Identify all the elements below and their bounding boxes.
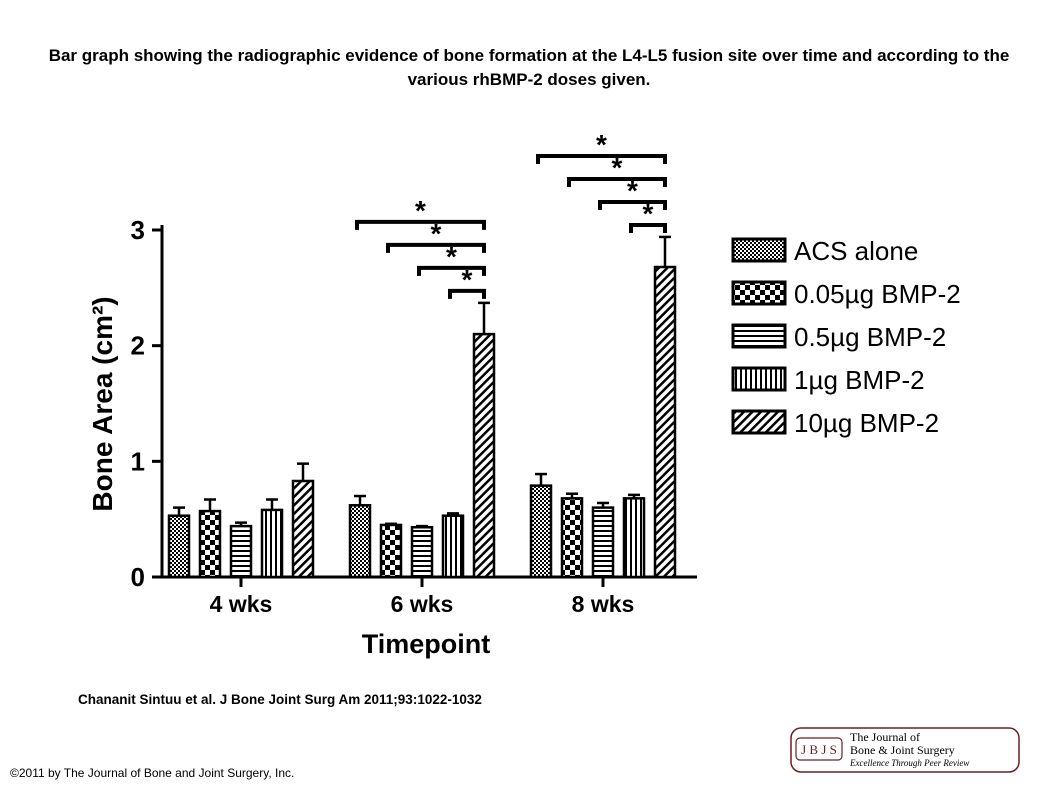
legend-swatch — [731, 237, 787, 263]
significance-bracket — [536, 153, 667, 164]
significance-star: * — [643, 198, 654, 229]
bar — [379, 523, 403, 579]
bar — [291, 479, 315, 579]
legend-swatch — [731, 280, 787, 306]
bar — [653, 265, 677, 579]
significance-bracket — [567, 176, 667, 187]
legend-label: ACS alone — [794, 236, 918, 266]
y-tick-label: 2 — [131, 331, 145, 361]
bar — [560, 497, 584, 579]
bar — [198, 509, 222, 579]
x-tick-label: 4 wks — [210, 591, 273, 617]
legend-swatch — [731, 323, 787, 349]
copyright-text: ©2011 by The Journal of Bone and Joint S… — [10, 766, 295, 780]
significance-star: * — [431, 218, 442, 249]
bar — [622, 497, 646, 579]
logo-line1: The Journal of — [850, 730, 920, 744]
significance-bracket — [386, 242, 486, 253]
bar — [472, 332, 496, 579]
logo-abbrev: J B J S — [801, 742, 837, 757]
logo-tagline: Excellence Through Peer Review — [849, 758, 969, 768]
y-tick-label: 3 — [131, 215, 145, 245]
x-tick-label: 8 wks — [572, 591, 635, 617]
legend-swatch — [731, 409, 787, 435]
significance-star: * — [596, 129, 607, 160]
bar — [167, 514, 191, 579]
bar — [410, 526, 434, 579]
chart-caption-title: Bar graph showing the radiographic evide… — [48, 46, 1010, 89]
significance-bracket — [417, 265, 486, 276]
bar — [591, 506, 615, 579]
significance-star: * — [612, 152, 623, 183]
significance-star: * — [446, 241, 457, 272]
y-tick-label: 1 — [131, 446, 145, 476]
significance-star: * — [462, 264, 473, 295]
bar — [441, 514, 465, 579]
legend-label: 10µg BMP-2 — [794, 408, 939, 438]
bar — [229, 524, 253, 579]
legend-label: 0.05µg BMP-2 — [794, 279, 961, 309]
bar — [260, 508, 284, 579]
legend-swatch — [731, 366, 787, 392]
citation-text: Chananit Sintuu et al. J Bone Joint Surg… — [78, 692, 482, 707]
legend-label: 1µg BMP-2 — [794, 365, 925, 395]
y-tick-label: 0 — [131, 562, 145, 592]
significance-star: * — [415, 195, 426, 226]
significance-star: * — [627, 175, 638, 206]
significance-bracket — [355, 219, 486, 230]
significance-bracket — [448, 288, 486, 299]
x-tick-label: 6 wks — [391, 591, 454, 617]
y-axis-label: Bone Area (cm²) — [87, 296, 118, 511]
significance-bracket — [598, 199, 667, 210]
bar — [348, 504, 372, 579]
significance-bracket — [629, 222, 667, 233]
bar — [529, 484, 553, 579]
legend-label: 0.5µg BMP-2 — [794, 322, 946, 352]
jbjs-logo[interactable]: J B J S The Journal of Bone & Joint Surg… — [790, 727, 1020, 773]
logo-line2: Bone & Joint Surgery — [850, 743, 955, 757]
x-axis-label: Timepoint — [362, 629, 491, 659]
